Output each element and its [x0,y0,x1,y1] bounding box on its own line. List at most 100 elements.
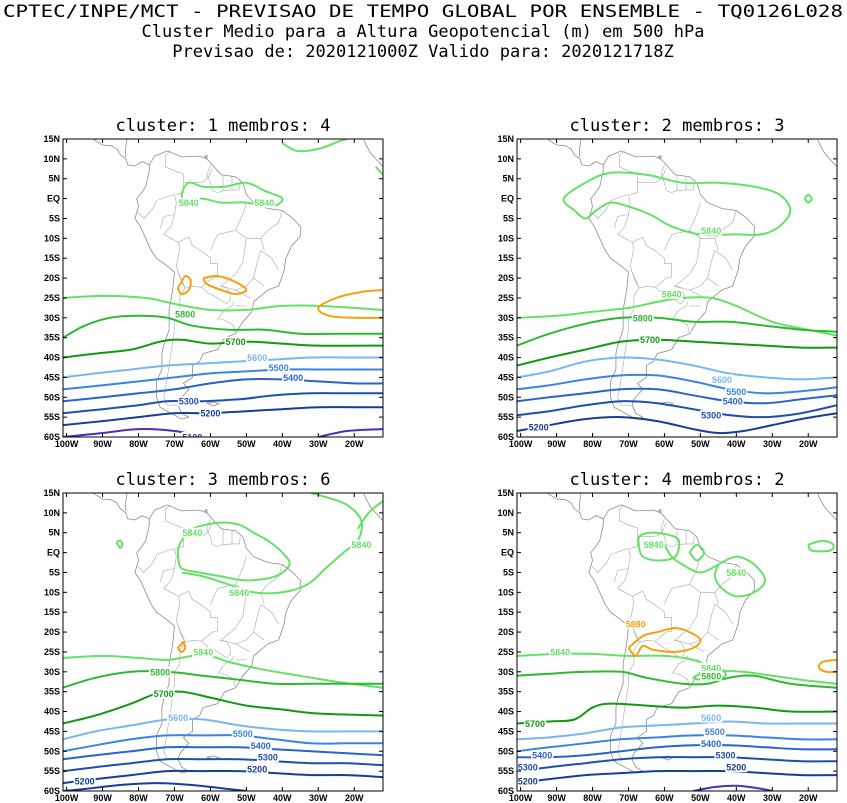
longitude-label: 100W [509,439,533,449]
state-border [260,250,279,271]
contour-5200 [63,782,247,791]
contour-label-5840: 5840 [254,198,274,208]
country-border [163,271,186,406]
latitude-label: 40S [44,353,60,363]
contour-5400 [517,387,837,405]
latitude-label: 25S [498,647,514,657]
longitude-label: 40W [727,439,746,449]
contour-label-5600: 5600 [168,713,188,723]
figure-title-line2: Cluster Medio para a Altura Geopotencial… [142,22,705,42]
country-border [629,590,672,643]
south-america-coastline [588,504,755,774]
latitude-label: 55S [44,766,60,776]
central-america-coastline [92,493,150,521]
contour-label-background [700,738,723,749]
map-frame [516,138,838,438]
africa-coastline [817,140,837,168]
longitude-label: 70W [165,439,184,449]
longitude-label: 60W [201,793,220,803]
country-border [610,548,631,583]
contour-5840 [115,539,124,550]
contour-5500 [63,734,383,753]
latitude-label: 20S [44,627,60,637]
latitude-label: 15S [44,253,60,263]
contour-5840 [663,544,719,574]
latitude-label: 60S [498,432,514,442]
map-frame [62,492,384,792]
contour-label-background [700,410,723,421]
longitude-label: 20W [345,793,364,803]
contour-label-5400: 5400 [283,373,303,383]
contour-5840 [281,139,348,153]
contour-label-5200: 5200 [200,409,220,419]
state-border [714,604,733,625]
contour-5400 [63,378,383,403]
latitude-label: 20S [44,273,60,283]
latitude-label: 10S [44,233,60,243]
country-border [175,590,218,643]
contour-label-background [531,750,554,761]
contour-label-5840: 5840 [193,647,213,657]
latitude-label: 25S [498,293,514,303]
contour-label-5800: 5800 [633,313,653,323]
contour-label-background [181,432,204,437]
longitude-label: 20W [799,793,818,803]
cluster-3-map-panel: cluster: 3 membros: 6 584058405840584058… [43,470,384,803]
contour-5880 [177,640,187,653]
latitude-label: 15S [498,253,514,263]
panel-title: cluster: 4 membros: 2 [570,470,785,490]
longitude-label: 70W [619,439,638,449]
country-border [619,504,638,549]
country-border [163,568,181,603]
state-border [707,277,719,287]
country-border [156,194,177,229]
contour-label-background [524,718,546,729]
cluster-2-map-panel: cluster: 2 membros: 3 5840 5840 5800 5700 56… [497,116,838,449]
contour-5840 [181,493,364,595]
contour-5700 [517,702,837,725]
central-america-coastline [92,139,150,167]
contour-label-background [700,662,723,673]
state-border [260,564,283,593]
contour-label-background [642,539,665,550]
contour-label-background [228,587,251,598]
contour-label-5300: 5300 [715,751,735,761]
latitude-label: EQ [47,548,60,558]
contour-label-5700: 5700 [154,689,174,699]
latitude-label: 45S [44,372,60,382]
central-america-coastline [546,139,604,167]
caribbean-island-coastline [204,509,208,514]
contour-5700 [63,338,383,359]
contour-5840 [637,531,681,562]
longitude-label: 40W [273,439,292,449]
contour-5800 [63,670,383,689]
country-border [137,554,157,573]
latitude-label: 10S [498,587,514,597]
latitude-label: EQ [501,548,514,558]
latitude-label: 25S [44,293,60,303]
longitude-label: 30W [763,793,782,803]
contour-5840 [807,539,835,553]
contour-label-background [224,336,247,347]
country-border [206,164,241,193]
central-america-coastline [124,493,128,511]
contour-label-background [721,396,744,407]
contour-label-background [710,374,733,385]
contour-5880 [202,274,248,296]
latitude-label: 10S [44,587,60,597]
contour-5400 [63,745,383,761]
map-area: 5840 5840 5840 5840 5800 5700 5600 5500 5400 5300… [63,493,383,791]
contour-5800 [517,670,837,689]
contour-label-5300: 5300 [518,763,538,773]
longitude-label: 70W [165,793,184,803]
contour-label-5400: 5400 [251,741,271,751]
country-border [591,200,611,219]
latitude-label: 15N [497,488,514,498]
contour-5300 [517,756,837,773]
country-border [617,214,635,249]
contour-label-5840: 5840 [550,647,570,657]
latitude-label: 35S [498,687,514,697]
contour-5840 [356,500,383,530]
country-border [660,518,695,547]
state-border [675,592,701,641]
